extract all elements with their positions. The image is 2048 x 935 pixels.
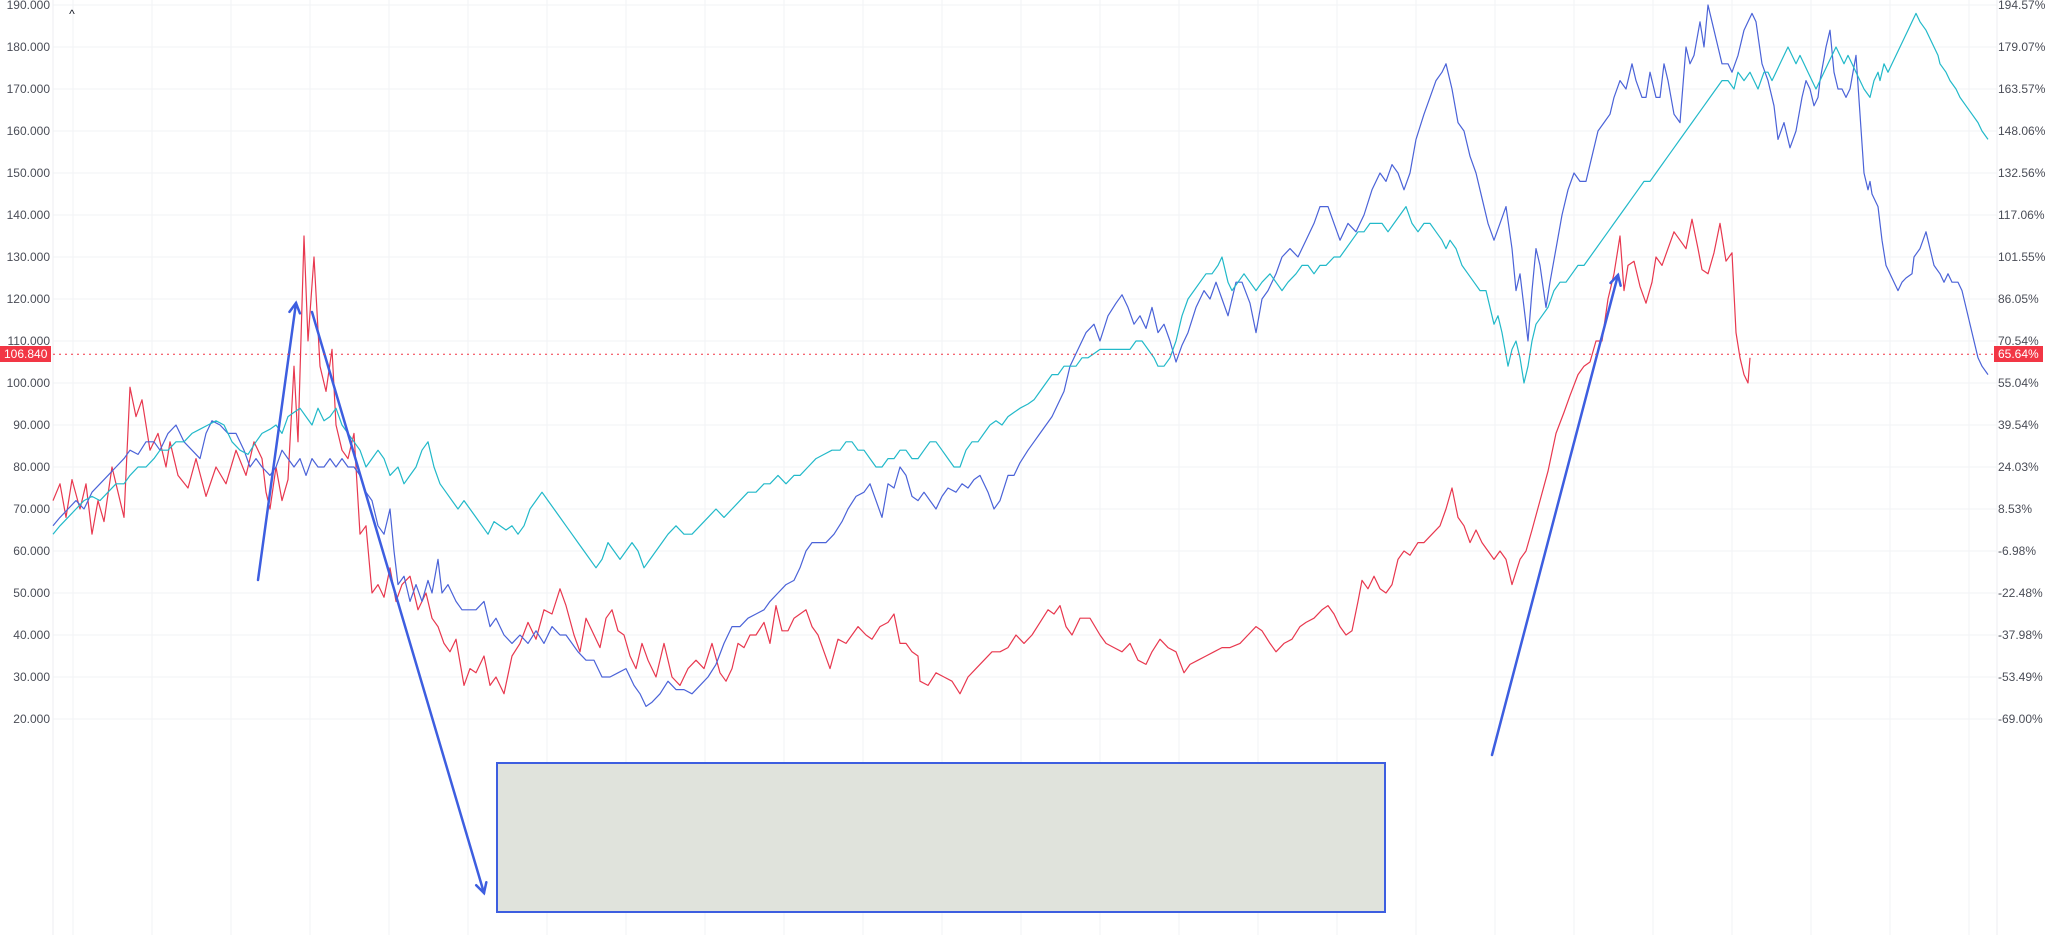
current-price-tag-left: 106.840: [0, 346, 52, 363]
trend-arrow-0[interactable]: [256, 300, 302, 582]
left-axis-tick: 90.000: [13, 418, 50, 432]
left-axis-tick: 80.000: [13, 460, 50, 474]
left-axis-tick: 20.000: [13, 712, 50, 726]
left-axis-tick: 60.000: [13, 544, 50, 558]
trend-arrow-2[interactable]: [1490, 272, 1622, 757]
range-box[interactable]: [496, 762, 1386, 913]
right-axis-tick: 86.05%: [1998, 292, 2039, 306]
current-percent-tag-right: 65.64%: [1994, 346, 2043, 363]
series-line-1: [52, 4, 1989, 708]
right-axis-tick: 101.55%: [1998, 250, 2046, 264]
right-axis-tick: -37.98%: [1998, 628, 2043, 642]
left-axis-tick: 180.000: [6, 40, 50, 54]
right-axis-tick: 148.06%: [1998, 124, 2046, 138]
right-axis-tick: 117.06%: [1998, 208, 2045, 222]
left-axis-tick: 70.000: [13, 502, 50, 516]
series-line-2: [52, 12, 1989, 569]
right-axis-tick: 70.54%: [1998, 334, 2039, 348]
right-axis-tick: 39.54%: [1998, 418, 2039, 432]
left-axis-tick: 130.000: [6, 250, 50, 264]
left-axis-tick: 100.000: [6, 376, 50, 390]
left-axis-tick: 30.000: [13, 670, 50, 684]
left-axis-tick: 140.000: [6, 208, 50, 222]
right-axis-tick: -22.48%: [1998, 586, 2043, 600]
right-axis-tick: -69.00%: [1998, 712, 2043, 726]
left-axis-tick: 50.000: [13, 586, 50, 600]
right-axis-tick: 163.57%: [1998, 82, 2046, 96]
collapse-chevron-up-icon[interactable]: ^: [69, 7, 75, 21]
right-axis-tick: 179.07%: [1998, 40, 2046, 54]
arrow-drawings[interactable]: [256, 272, 1622, 896]
right-axis-tick: 8.53%: [1998, 502, 2033, 516]
right-axis-tick: -53.49%: [1998, 670, 2043, 684]
series-lines: [52, 4, 1989, 708]
right-axis-tick: 132.56%: [1998, 166, 2046, 180]
left-axis-tick: 110.000: [7, 334, 51, 348]
rectangle-drawing[interactable]: [496, 762, 1386, 913]
grid-lines: [52, 0, 1998, 935]
left-axis-tick: 190.000: [6, 0, 50, 12]
left-axis-tick: 150.000: [6, 166, 50, 180]
right-axis-tick: 24.03%: [1998, 460, 2039, 474]
left-axis-tick: 160.000: [6, 124, 50, 138]
right-axis-tick: 55.04%: [1998, 376, 2039, 390]
left-axis-tick: 170.000: [6, 82, 50, 96]
left-axis-tick: 40.000: [13, 628, 50, 642]
trend-arrow-1[interactable]: [310, 310, 488, 896]
right-axis-tick: 194.57%: [1998, 0, 2046, 12]
right-axis-tick: -6.98%: [1998, 544, 2037, 558]
left-axis-tick: 120.000: [6, 292, 50, 306]
series-line-0: [52, 218, 1751, 695]
